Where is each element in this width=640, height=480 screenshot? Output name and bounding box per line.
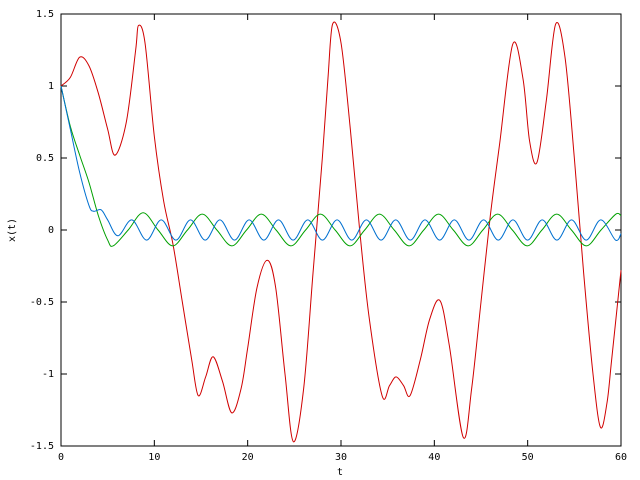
x-axis-label: t	[337, 467, 343, 478]
x-tick-label: 30	[335, 452, 347, 463]
data-line	[60, 21, 622, 443]
y-tick-label: 1.5	[36, 9, 54, 20]
data-line	[60, 85, 622, 242]
y-tick-label: 0.5	[36, 153, 54, 164]
y-tick-label: -1	[42, 369, 54, 380]
y-tick-label: 1	[48, 81, 54, 92]
y-tick-label: -1.5	[30, 441, 54, 452]
y-tick-label: 0	[48, 225, 54, 236]
x-tick-label: 60	[615, 452, 627, 463]
x-tick-label: 0	[58, 452, 64, 463]
x-tick-label: 50	[522, 452, 534, 463]
y-tick-label: -0.5	[30, 297, 54, 308]
x-tick-label: 40	[428, 452, 440, 463]
plot-frame	[60, 13, 622, 447]
x-tick-label: 10	[148, 452, 160, 463]
data-line	[60, 85, 622, 247]
y-axis-label: x(t)	[7, 218, 18, 242]
x-tick-label: 20	[242, 452, 254, 463]
